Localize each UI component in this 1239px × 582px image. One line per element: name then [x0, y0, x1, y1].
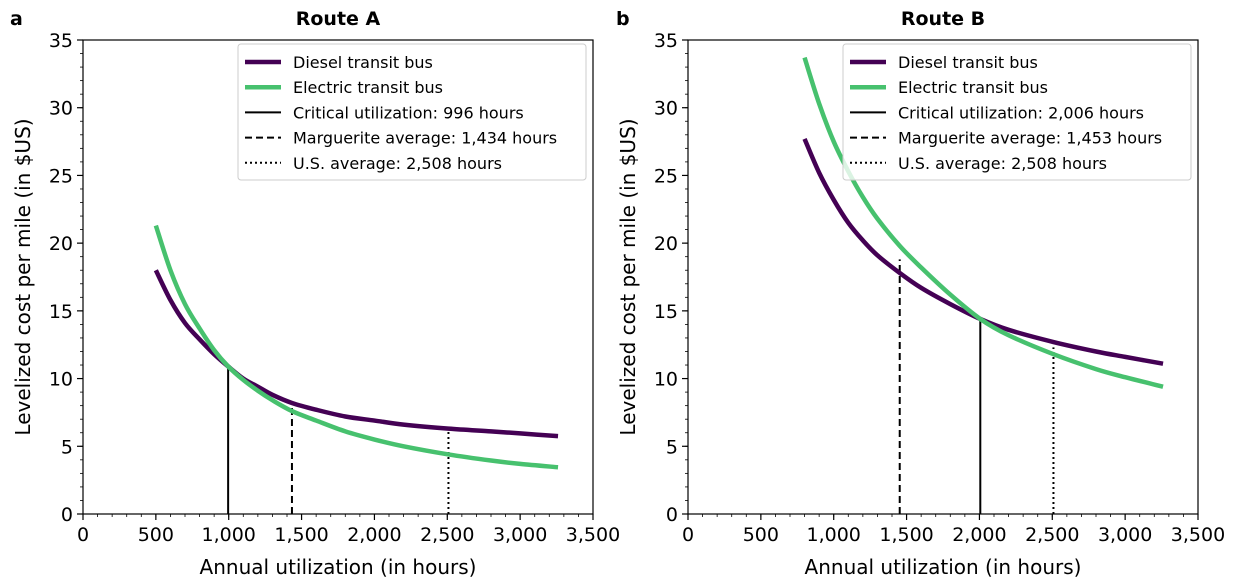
panel-letter-b: b [616, 8, 630, 30]
legend-label: Critical utilization: 2,006 hours [898, 103, 1144, 122]
plot-area-a: 0 500 1,000 1,500 2,000 2,500 3,000 3,500 0 5 10 15… [49, 30, 620, 546]
ticks-a: 0 500 1,000 1,500 2,000 2,500 3,000 3,500 0 5 10 15… [49, 30, 620, 546]
y-tick-label: 5 [666, 436, 678, 458]
x-tick-label: 1,500 [274, 524, 328, 546]
y-tick-label: 15 [654, 301, 678, 323]
panel-b: b Route B 0 500 1,000 1,500 2,000 2,500 3,000 3… [616, 8, 1225, 579]
y-tick-label: 10 [654, 369, 678, 391]
y-tick-label: 20 [654, 233, 678, 255]
x-tick-label: 2,500 [1025, 524, 1079, 546]
legend-a: Diesel transit bus Electric transit bus Cr… [237, 43, 587, 181]
x-tick-label: 2,500 [420, 524, 474, 546]
y-axis-label-a: Levelized cost per mile (in $US) [11, 118, 35, 435]
legend-label: Electric transit bus [293, 78, 443, 97]
axes-frame-a [82, 39, 594, 515]
y-tick-label: 35 [654, 30, 678, 52]
x-tick-label: 0 [682, 524, 694, 546]
y-tick-label: 25 [654, 165, 678, 187]
y-tick-label: 20 [49, 233, 73, 255]
y-tick-label: 30 [654, 98, 678, 120]
chart-title-b: Route B [901, 8, 985, 30]
y-tick-label: 35 [49, 30, 73, 52]
x-tick-label: 1,000 [202, 524, 256, 546]
x-tick-label: 1,500 [879, 524, 933, 546]
legend-label: Diesel transit bus [293, 53, 433, 72]
y-tick-label: 0 [666, 504, 678, 526]
y-axis-label-b: Levelized cost per mile (in $US) [616, 118, 640, 435]
x-tick-label: 2,000 [952, 524, 1006, 546]
x-tick-label: 2,000 [347, 524, 401, 546]
panel-letter-a: a [10, 8, 23, 30]
electric-series-line-a [153, 224, 559, 470]
x-tick-label: 500 [138, 524, 174, 546]
legend-label: Diesel transit bus [898, 53, 1038, 72]
plot-area-b: 0 500 1,000 1,500 2,000 2,500 3,000 3,500 0 5 10 15… [654, 30, 1225, 546]
legend-label: Marguerite average: 1,434 hours [293, 129, 557, 148]
y-tick-label: 25 [49, 165, 73, 187]
ticks-b: 0 500 1,000 1,500 2,000 2,500 3,000 3,500 0 5 10 15… [654, 30, 1225, 546]
axes-frame-b [687, 39, 1199, 515]
x-tick-label: 3,500 [566, 524, 620, 546]
x-tick-label: 1,000 [807, 524, 861, 546]
legend-label: U.S. average: 2,508 hours [898, 154, 1107, 173]
x-tick-label: 0 [77, 524, 89, 546]
legend-label: Critical utilization: 996 hours [293, 103, 524, 122]
legend-box-b [842, 43, 1192, 181]
x-axis-label-a: Annual utilization (in hours) [200, 555, 477, 579]
y-tick-label: 10 [49, 369, 73, 391]
panel-a: a Route A 0 500 1,000 1,500 2,000 2,500 3,000 3… [10, 8, 620, 579]
y-tick-label: 30 [49, 98, 73, 120]
y-tick-label: 5 [61, 436, 73, 458]
chart-title-a: Route A [296, 8, 381, 30]
x-axis-label-b: Annual utilization (in hours) [805, 555, 1082, 579]
y-tick-label: 15 [49, 301, 73, 323]
x-tick-label: 3,000 [1098, 524, 1152, 546]
x-tick-label: 500 [743, 524, 779, 546]
legend-box-a [237, 43, 587, 181]
legend-label: U.S. average: 2,508 hours [293, 154, 502, 173]
legend-b: Diesel transit bus Electric transit bus Cr… [842, 43, 1192, 181]
x-tick-label: 3,000 [493, 524, 547, 546]
diesel-series-line-a [153, 269, 559, 439]
legend-label: Electric transit bus [898, 78, 1048, 97]
legend-label: Marguerite average: 1,453 hours [898, 129, 1162, 148]
x-tick-label: 3,500 [1171, 524, 1225, 546]
y-tick-label: 0 [61, 504, 73, 526]
electric-series-line-b [802, 56, 1164, 389]
diesel-series-line-b [802, 137, 1164, 366]
